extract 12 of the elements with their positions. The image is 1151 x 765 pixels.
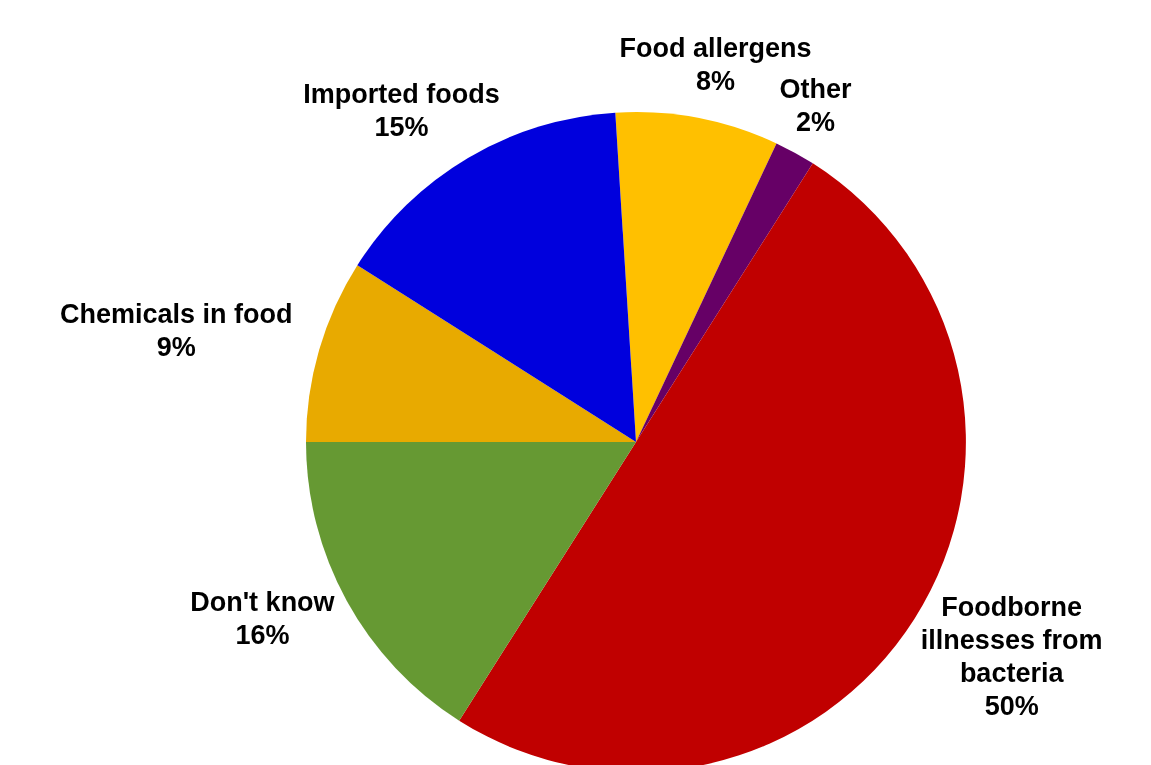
slice-label: Imported foods: [303, 79, 500, 110]
data-label: 16%: [235, 619, 290, 650]
slice-label: Chemicals in food: [60, 299, 293, 330]
data-label: 9%: [156, 332, 196, 363]
slice-label: Food allergens: [619, 33, 812, 64]
data-label: 50%: [984, 690, 1039, 721]
data-label: 15%: [374, 112, 429, 143]
slice-label: Foodborne illnesses from bacteria: [920, 591, 1103, 688]
slice-label: Don't know: [190, 586, 336, 617]
data-label: 2%: [795, 106, 835, 137]
slice-label: Other: [779, 73, 852, 104]
data-label: 8%: [695, 66, 735, 97]
